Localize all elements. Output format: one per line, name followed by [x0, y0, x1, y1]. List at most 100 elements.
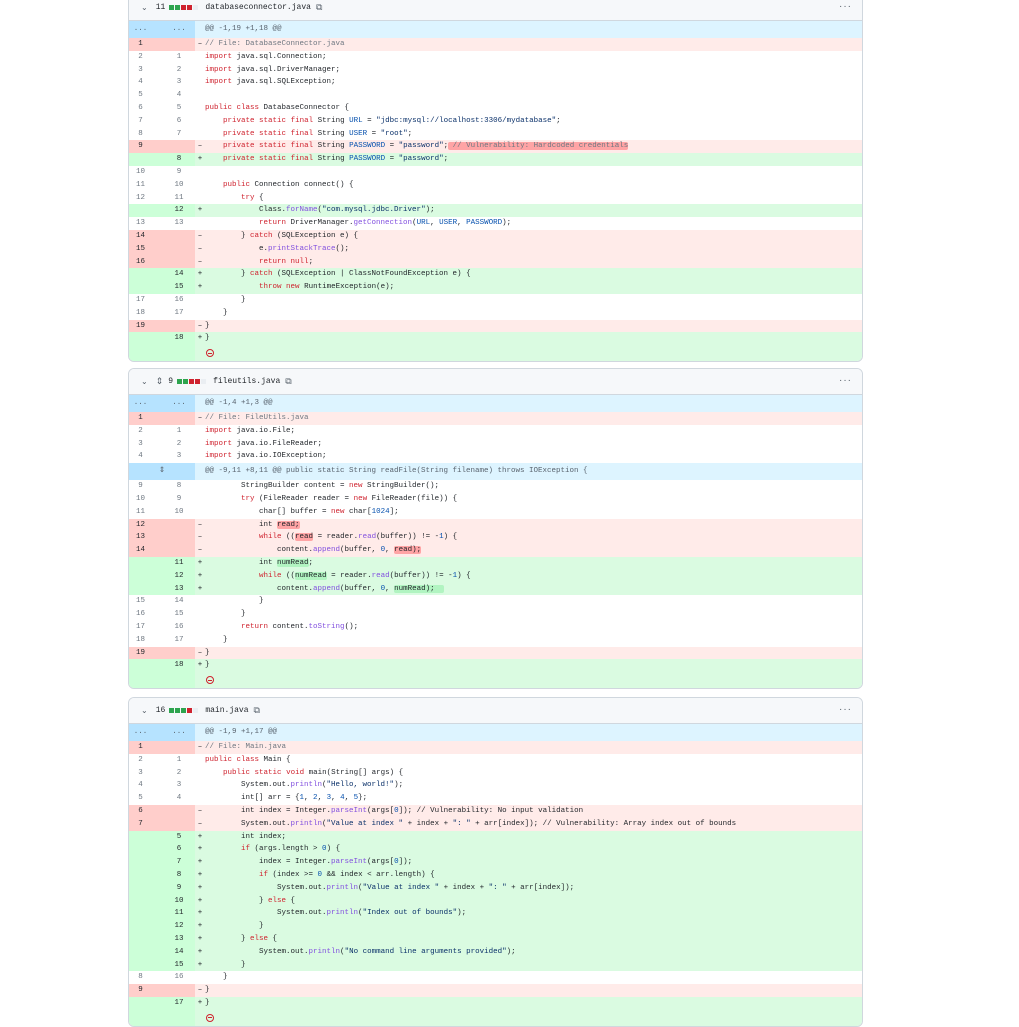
old-line-number[interactable] [129, 281, 157, 294]
new-line-number[interactable]: 17 [157, 996, 195, 1010]
old-line-number[interactable] [129, 856, 157, 869]
old-line-number[interactable] [129, 907, 157, 921]
old-line-number[interactable]: 11 [135, 507, 145, 516]
old-line-number[interactable] [129, 920, 157, 933]
new-line-number[interactable]: 9 [176, 167, 182, 176]
old-line-number[interactable]: 16 [135, 610, 145, 619]
new-line-number[interactable]: 13 [174, 219, 184, 228]
new-line-number[interactable]: 14 [157, 268, 195, 282]
kebab-horizontal-icon[interactable]: ··· [839, 375, 852, 386]
old-line-number[interactable]: 10 [135, 167, 145, 176]
new-line-number[interactable]: 18 [157, 332, 195, 346]
new-line-number[interactable]: 3 [176, 781, 182, 790]
old-line-number[interactable] [129, 659, 157, 673]
new-line-number[interactable]: 17 [174, 308, 184, 317]
old-line-number[interactable]: 17 [135, 295, 145, 304]
new-line-number[interactable]: 9 [176, 494, 182, 503]
old-line-number[interactable] [129, 332, 157, 346]
file-name[interactable]: main.java [205, 706, 249, 715]
old-line-number[interactable]: ... [129, 395, 157, 412]
old-line-number[interactable] [129, 153, 157, 166]
old-line-number[interactable] [129, 843, 157, 857]
old-line-number[interactable]: 9 [129, 984, 157, 997]
old-line-number[interactable]: 14 [129, 544, 157, 557]
old-line-number[interactable]: 4 [138, 452, 143, 461]
old-line-number[interactable]: 4 [138, 781, 143, 790]
old-line-number[interactable]: ... [129, 724, 157, 741]
old-line-number[interactable]: 18 [135, 308, 145, 317]
file-name[interactable]: fileutils.java [213, 377, 281, 386]
old-line-number[interactable]: 7 [138, 116, 143, 125]
new-line-number[interactable]: 10 [157, 894, 195, 908]
new-line-number[interactable]: 13 [157, 932, 195, 946]
chevron-down-icon[interactable]: ⌄ [141, 706, 148, 715]
new-line-number[interactable]: 11 [157, 907, 195, 921]
new-line-number[interactable]: 6 [157, 843, 195, 857]
old-line-number[interactable]: 4 [138, 78, 143, 87]
new-line-number[interactable]: 12 [157, 204, 195, 218]
old-line-number[interactable] [129, 881, 157, 895]
old-line-number[interactable] [129, 830, 157, 844]
old-line-number[interactable] [129, 569, 157, 583]
new-line-number[interactable]: 16 [174, 295, 184, 304]
old-line-number[interactable]: 14 [129, 229, 157, 243]
new-line-number[interactable] [157, 1009, 195, 1026]
new-line-number[interactable]: 2 [176, 768, 182, 777]
new-line-number[interactable]: 9 [157, 881, 195, 895]
old-line-number[interactable]: 5 [138, 91, 143, 100]
new-line-number[interactable]: ... [157, 21, 195, 38]
old-line-number[interactable] [129, 894, 157, 908]
new-line-number[interactable]: 17 [174, 635, 184, 644]
old-line-number[interactable]: 6 [129, 804, 157, 818]
old-line-number[interactable]: 6 [138, 103, 143, 112]
old-line-number[interactable]: 16 [129, 255, 157, 269]
new-line-number[interactable]: 5 [157, 830, 195, 844]
new-line-number[interactable]: 14 [174, 597, 184, 606]
new-line-number[interactable] [157, 255, 195, 269]
new-line-number[interactable]: 12 [157, 920, 195, 933]
new-line-number[interactable]: 15 [174, 610, 184, 619]
new-line-number[interactable]: 7 [157, 856, 195, 869]
old-line-number[interactable]: 8 [138, 973, 143, 982]
new-line-number[interactable]: 11 [157, 556, 195, 570]
old-line-number[interactable]: 1 [129, 412, 157, 425]
new-line-number[interactable]: 8 [157, 868, 195, 882]
new-line-number[interactable]: 4 [176, 91, 182, 100]
new-line-number[interactable] [157, 229, 195, 243]
old-line-number[interactable]: 3 [138, 439, 143, 448]
old-line-number[interactable] [129, 945, 157, 959]
new-line-number[interactable]: 8 [157, 153, 195, 166]
new-line-number[interactable] [157, 345, 195, 362]
old-line-number[interactable]: 2 [138, 426, 143, 435]
new-line-number[interactable]: 3 [176, 78, 182, 87]
new-line-number[interactable]: 16 [174, 973, 184, 982]
old-line-number[interactable]: 3 [138, 768, 143, 777]
new-line-number[interactable]: 2 [176, 65, 182, 74]
new-line-number[interactable]: 1 [176, 755, 182, 764]
new-line-number[interactable]: 14 [157, 945, 195, 959]
old-line-number[interactable] [129, 556, 157, 570]
copy-icon[interactable]: ⧉ [253, 705, 260, 715]
old-line-number[interactable]: 11 [135, 180, 145, 189]
old-line-number[interactable]: 13 [129, 531, 157, 545]
old-line-number[interactable]: 15 [129, 242, 157, 256]
new-line-number[interactable]: 10 [174, 180, 184, 189]
old-line-number[interactable]: 13 [135, 219, 145, 228]
old-line-number[interactable] [129, 868, 157, 882]
copy-icon[interactable]: ⧉ [285, 376, 292, 386]
expand-hunk-button[interactable]: ⇕ [129, 463, 195, 481]
new-line-number[interactable]: 8 [176, 482, 182, 491]
old-line-number[interactable] [129, 996, 157, 1010]
new-line-number[interactable] [157, 984, 195, 997]
new-line-number[interactable]: ... [157, 395, 195, 412]
new-line-number[interactable]: 15 [157, 958, 195, 972]
unfold-icon[interactable]: ⇕ [155, 376, 164, 386]
old-line-number[interactable]: 2 [138, 755, 143, 764]
new-line-number[interactable]: 4 [176, 794, 182, 803]
old-line-number[interactable]: 7 [129, 817, 157, 831]
new-line-number[interactable] [157, 412, 195, 425]
new-line-number[interactable] [157, 242, 195, 256]
new-line-number[interactable] [157, 531, 195, 545]
old-line-number[interactable]: 12 [135, 193, 145, 202]
new-line-number[interactable] [157, 38, 195, 51]
